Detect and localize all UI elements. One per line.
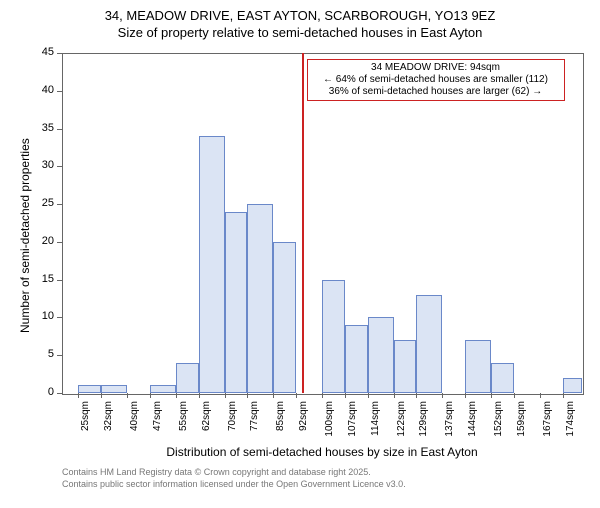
x-tick bbox=[394, 393, 395, 398]
y-tick-label: 35 bbox=[24, 122, 54, 134]
x-tick bbox=[247, 393, 248, 398]
x-tick bbox=[491, 393, 492, 398]
x-tick bbox=[563, 393, 564, 398]
x-tick-label: 47sqm bbox=[152, 401, 163, 441]
x-tick-label: 107sqm bbox=[347, 401, 358, 441]
histogram-bar bbox=[345, 325, 368, 393]
x-tick-label: 40sqm bbox=[129, 401, 140, 441]
x-tick-label: 137sqm bbox=[444, 401, 455, 441]
histogram-bar bbox=[101, 385, 127, 393]
x-tick bbox=[225, 393, 226, 398]
annotation-line: ← 64% of semi-detached houses are smalle… bbox=[312, 74, 560, 86]
x-tick-label: 62sqm bbox=[201, 401, 212, 441]
reference-line bbox=[302, 53, 304, 393]
x-tick-label: 174sqm bbox=[565, 401, 576, 441]
annotation-box: 34 MEADOW DRIVE: 94sqm← 64% of semi-deta… bbox=[307, 59, 565, 101]
y-tick-label: 20 bbox=[24, 235, 54, 247]
y-tick bbox=[57, 317, 62, 318]
footer-attribution: Contains HM Land Registry data © Crown c… bbox=[62, 467, 406, 490]
y-tick bbox=[57, 91, 62, 92]
histogram-bar bbox=[247, 204, 273, 393]
annotation-line: 36% of semi-detached houses are larger (… bbox=[312, 86, 560, 98]
x-tick-label: 122sqm bbox=[396, 401, 407, 441]
histogram-bar bbox=[368, 317, 394, 393]
x-tick bbox=[78, 393, 79, 398]
x-tick-label: 70sqm bbox=[227, 401, 238, 441]
x-tick bbox=[150, 393, 151, 398]
x-tick bbox=[442, 393, 443, 398]
y-tick bbox=[57, 204, 62, 205]
y-tick-label: 45 bbox=[24, 46, 54, 58]
x-tick-label: 100sqm bbox=[324, 401, 335, 441]
x-tick-label: 129sqm bbox=[418, 401, 429, 441]
x-tick bbox=[416, 393, 417, 398]
x-tick-label: 159sqm bbox=[516, 401, 527, 441]
x-tick-label: 167sqm bbox=[542, 401, 553, 441]
y-tick bbox=[57, 393, 62, 394]
histogram-bar bbox=[273, 242, 296, 393]
x-tick bbox=[514, 393, 515, 398]
y-tick bbox=[57, 53, 62, 54]
x-tick-label: 152sqm bbox=[493, 401, 504, 441]
x-tick-label: 92sqm bbox=[298, 401, 309, 441]
x-tick-label: 77sqm bbox=[249, 401, 260, 441]
x-tick bbox=[345, 393, 346, 398]
x-tick bbox=[101, 393, 102, 398]
histogram-bar bbox=[322, 280, 345, 393]
y-tick-label: 15 bbox=[24, 273, 54, 285]
x-tick bbox=[176, 393, 177, 398]
x-tick bbox=[465, 393, 466, 398]
histogram-bar bbox=[465, 340, 491, 393]
x-tick bbox=[199, 393, 200, 398]
footer-line-1: Contains HM Land Registry data © Crown c… bbox=[62, 467, 406, 479]
y-tick bbox=[57, 280, 62, 281]
histogram-bar bbox=[199, 136, 225, 393]
x-tick bbox=[296, 393, 297, 398]
x-tick bbox=[273, 393, 274, 398]
x-tick-label: 144sqm bbox=[467, 401, 478, 441]
y-tick bbox=[57, 242, 62, 243]
x-tick-label: 85sqm bbox=[275, 401, 286, 441]
y-tick bbox=[57, 355, 62, 356]
chart-title-1: 34, MEADOW DRIVE, EAST AYTON, SCARBOROUG… bbox=[0, 8, 600, 25]
y-tick-label: 10 bbox=[24, 310, 54, 322]
annotation-line: 34 MEADOW DRIVE: 94sqm bbox=[312, 62, 560, 74]
y-tick-label: 25 bbox=[24, 197, 54, 209]
histogram-bar bbox=[176, 363, 199, 393]
y-tick-label: 40 bbox=[24, 84, 54, 96]
histogram-bar bbox=[416, 295, 442, 393]
histogram-bar bbox=[150, 385, 176, 393]
chart-container: 34, MEADOW DRIVE, EAST AYTON, SCARBOROUG… bbox=[0, 8, 600, 508]
x-axis-label: Distribution of semi-detached houses by … bbox=[62, 445, 582, 459]
x-tick bbox=[322, 393, 323, 398]
footer-line-2: Contains public sector information licen… bbox=[62, 479, 406, 491]
histogram-bar bbox=[78, 385, 101, 393]
y-tick-label: 5 bbox=[24, 348, 54, 360]
x-tick bbox=[127, 393, 128, 398]
x-tick bbox=[540, 393, 541, 398]
y-tick bbox=[57, 166, 62, 167]
histogram-bar bbox=[491, 363, 514, 393]
y-tick bbox=[57, 129, 62, 130]
histogram-bar bbox=[563, 378, 583, 393]
x-tick bbox=[368, 393, 369, 398]
histogram-bar bbox=[394, 340, 417, 393]
x-tick-label: 32sqm bbox=[103, 401, 114, 441]
y-tick-label: 30 bbox=[24, 159, 54, 171]
chart-title-2: Size of property relative to semi-detach… bbox=[0, 25, 600, 42]
y-tick-label: 0 bbox=[24, 386, 54, 398]
x-tick-label: 114sqm bbox=[370, 401, 381, 441]
x-tick-label: 55sqm bbox=[178, 401, 189, 441]
x-tick-label: 25sqm bbox=[80, 401, 91, 441]
histogram-bar bbox=[225, 212, 248, 393]
